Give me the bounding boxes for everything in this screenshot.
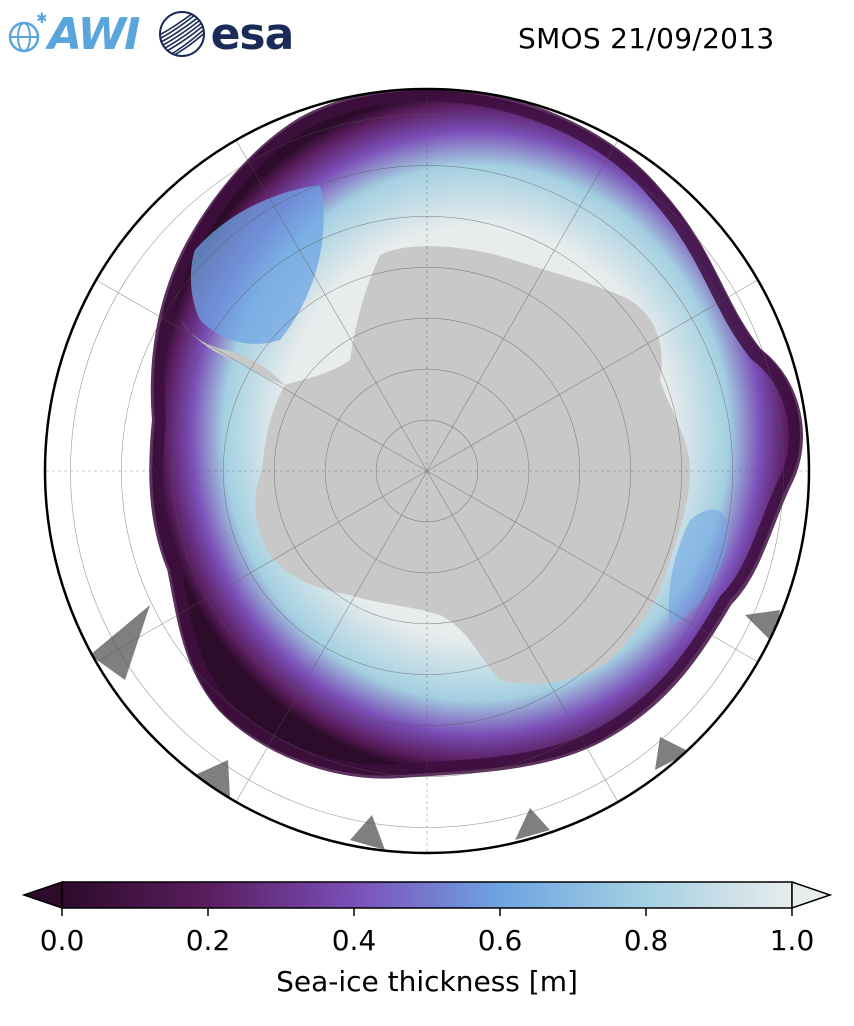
colorbar-extend-low xyxy=(21,880,63,910)
colorbar-ticks xyxy=(61,908,793,916)
colorbar-tick-label: 0.6 xyxy=(477,924,523,957)
map-title: SMOS 21/09/2013 xyxy=(518,22,775,55)
awi-globe-icon: ✱ xyxy=(8,11,46,53)
colorbar-tick-label: 0.4 xyxy=(331,924,377,957)
meridian-line xyxy=(426,140,619,472)
esa-logo-text: esa xyxy=(210,8,295,60)
map-boundary xyxy=(43,87,811,855)
meridian-line xyxy=(235,140,428,472)
meridian-line xyxy=(426,279,758,472)
parallel-line xyxy=(223,266,631,675)
grey-patch xyxy=(195,760,230,798)
colorbar-label: Sea-ice thickness [m] xyxy=(276,965,578,998)
meridian-line xyxy=(426,470,619,802)
colorbar xyxy=(21,880,833,916)
antarctic-peninsula xyxy=(180,320,285,385)
svg-text:✱: ✱ xyxy=(36,11,46,27)
ice-edge-thin xyxy=(149,89,803,779)
east-thin-ice xyxy=(668,509,729,625)
awi-logo-text: AWI xyxy=(48,8,141,60)
grey-patch xyxy=(350,815,385,850)
colorbar-body xyxy=(61,881,793,909)
meridian-line xyxy=(96,470,428,663)
esa-globe-icon xyxy=(158,11,205,57)
parallel-line xyxy=(324,368,530,574)
grey-patch xyxy=(655,737,690,770)
graticule xyxy=(45,89,809,853)
antarctica-land xyxy=(255,246,690,684)
colorbar-tick-label: 0.0 xyxy=(39,924,85,957)
colorbar-extend-high xyxy=(791,880,833,910)
parallel-line xyxy=(121,165,733,777)
weddell-thin-ice xyxy=(190,185,324,344)
grey-patch xyxy=(90,605,150,680)
meridian-line xyxy=(426,470,758,663)
meridian-line xyxy=(96,279,428,472)
colorbar-tick-label: 1.0 xyxy=(769,924,815,957)
colorbar-tick-label: 0.2 xyxy=(185,924,231,957)
polar-map xyxy=(43,87,811,855)
grey-patch xyxy=(515,808,550,840)
colorbar-tick-label: 0.8 xyxy=(623,924,669,957)
meridian-line xyxy=(235,470,428,802)
logos: ✱ AWI esa xyxy=(6,4,295,64)
